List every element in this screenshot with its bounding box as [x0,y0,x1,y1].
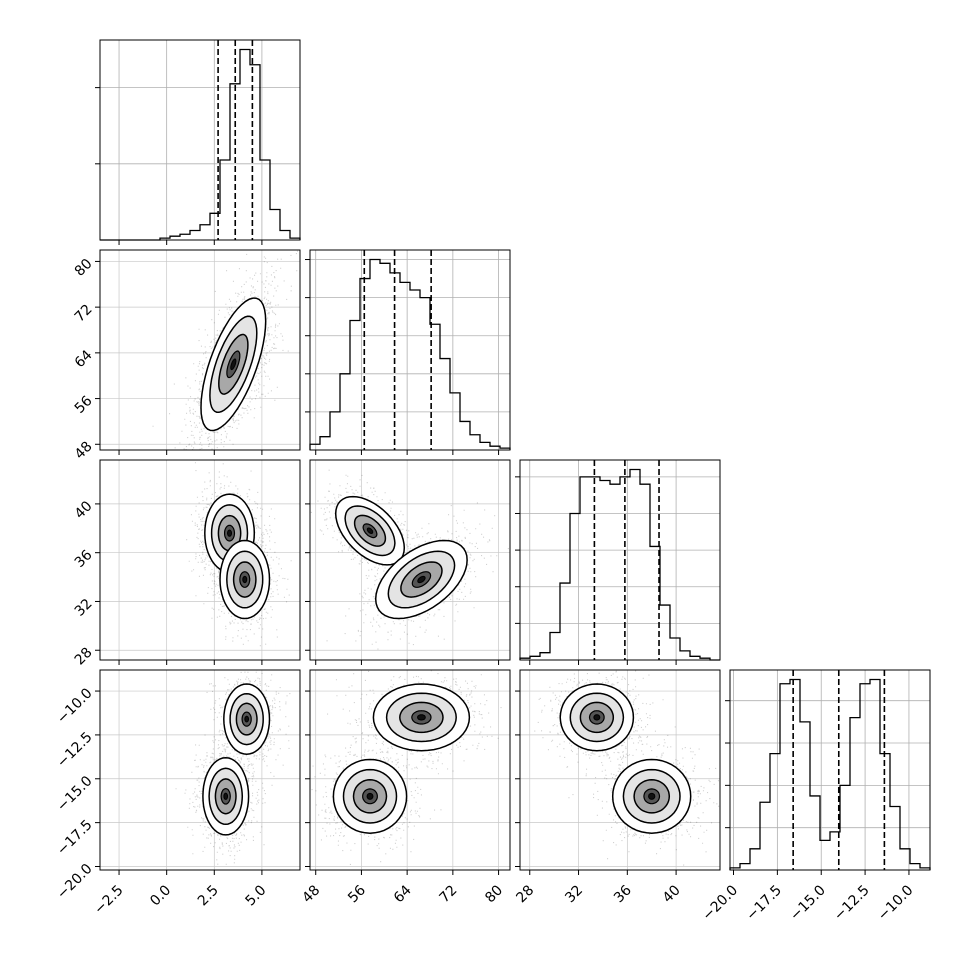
histogram-outline [729,678,931,870]
panel-frame [309,249,511,451]
panel-frame [99,459,301,661]
panel-frame [519,459,721,661]
panel-background [520,460,720,660]
density-contour [230,358,237,371]
histogram-outline [309,258,511,450]
density-contour [244,715,249,723]
density-contour [223,792,228,800]
scatter-points [152,250,298,450]
panel-background [100,670,300,870]
density-contour [242,575,248,584]
panel-frame [99,669,301,871]
panel-frame [99,249,301,451]
panel-frame [99,39,301,241]
scatter-panel [305,459,511,665]
histogram-outline [519,468,720,661]
panel-frame [309,459,511,661]
density-contour [648,792,656,800]
histogram-panel [305,249,511,455]
density-contour [417,575,426,584]
density-contour [593,714,601,721]
panel-frame [729,669,931,871]
panel-grid: −20.0 −17.5 −15.0 −12.5 −10.0485664728028323… [54,39,931,924]
histogram-panel [515,459,721,665]
panel-background [100,250,300,450]
density-contour [366,527,374,535]
density-contour [417,714,426,721]
density-contour [366,792,374,800]
panel-background [310,250,510,450]
panel-background [100,460,300,660]
panel-frame [309,669,511,871]
panel-frame [519,669,721,871]
density-contour [226,529,232,537]
panel-background [100,40,300,240]
histogram-panel [95,39,301,245]
